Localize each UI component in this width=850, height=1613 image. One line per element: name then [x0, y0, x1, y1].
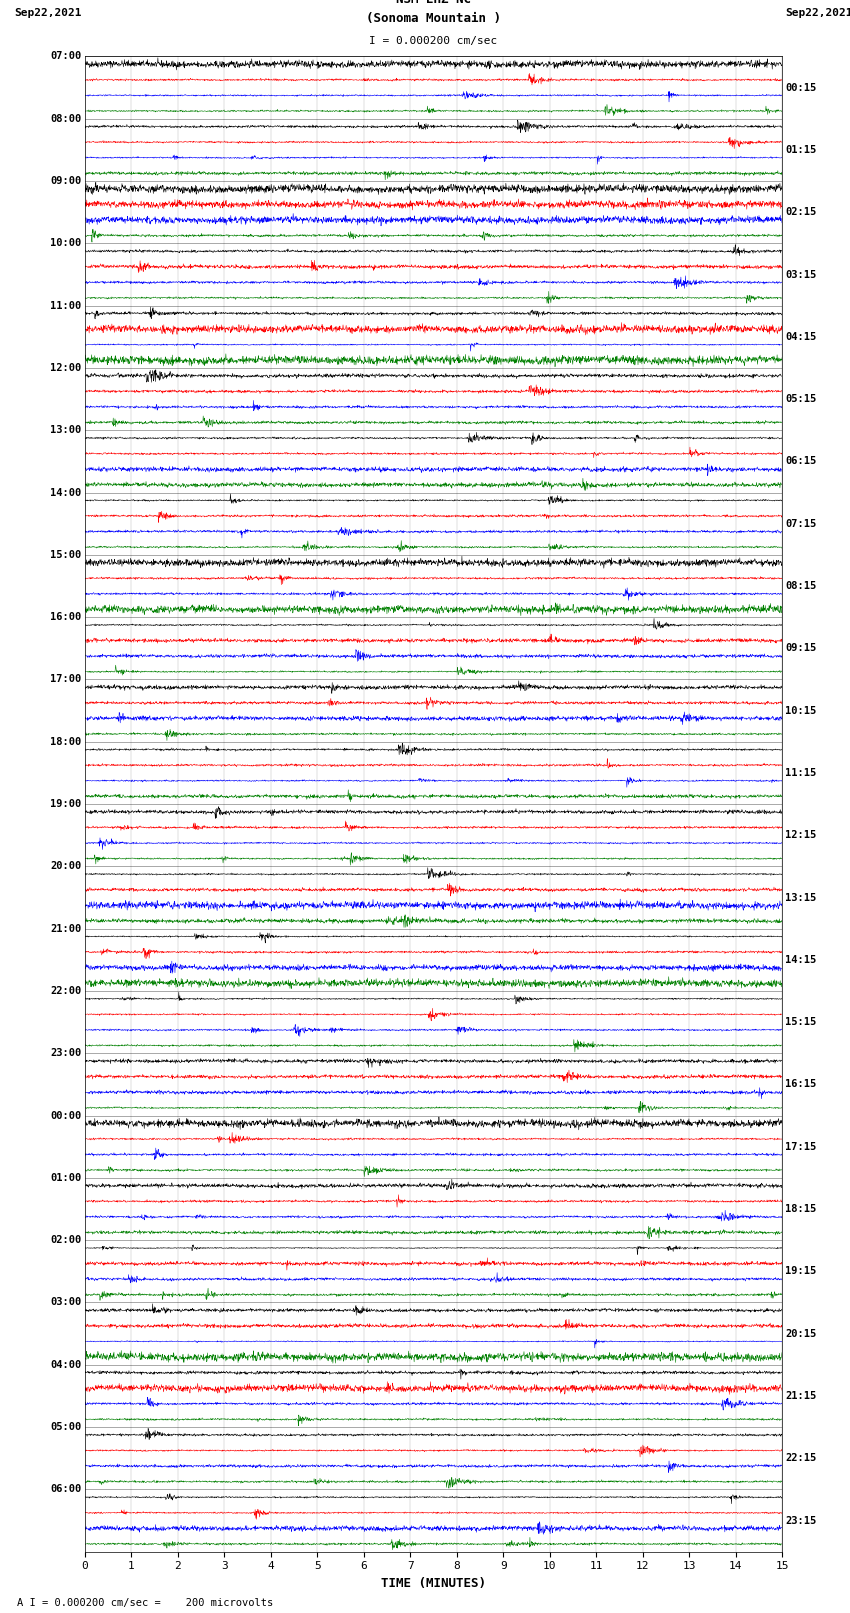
Text: 23:15: 23:15	[785, 1516, 817, 1526]
Text: 15:00: 15:00	[50, 550, 82, 560]
Text: 07:00: 07:00	[50, 52, 82, 61]
Text: 12:15: 12:15	[785, 831, 817, 840]
Text: 09:00: 09:00	[50, 176, 82, 185]
Text: 20:00: 20:00	[50, 861, 82, 871]
Text: 02:15: 02:15	[785, 206, 817, 218]
Text: 04:00: 04:00	[50, 1360, 82, 1369]
Text: 01:00: 01:00	[50, 1173, 82, 1182]
Text: 15:15: 15:15	[785, 1018, 817, 1027]
Text: I = 0.000200 cm/sec: I = 0.000200 cm/sec	[370, 35, 497, 47]
Text: 06:00: 06:00	[50, 1484, 82, 1494]
Text: 03:00: 03:00	[50, 1297, 82, 1308]
Text: 00:00: 00:00	[50, 1111, 82, 1121]
Text: 08:00: 08:00	[50, 115, 82, 124]
Text: 12:00: 12:00	[50, 363, 82, 373]
Text: 19:00: 19:00	[50, 798, 82, 810]
Text: Sep22,2021: Sep22,2021	[14, 8, 82, 18]
Text: 08:15: 08:15	[785, 581, 817, 590]
Text: 03:15: 03:15	[785, 269, 817, 279]
Text: 21:15: 21:15	[785, 1390, 817, 1402]
Text: 16:00: 16:00	[50, 613, 82, 623]
Text: 01:15: 01:15	[785, 145, 817, 155]
Text: 11:15: 11:15	[785, 768, 817, 777]
Text: 13:15: 13:15	[785, 892, 817, 903]
Text: 02:00: 02:00	[50, 1236, 82, 1245]
Text: (Sonoma Mountain ): (Sonoma Mountain )	[366, 11, 501, 26]
Text: 13:00: 13:00	[50, 426, 82, 436]
Text: 22:00: 22:00	[50, 986, 82, 995]
Text: NSM EHZ NC: NSM EHZ NC	[396, 0, 471, 5]
Text: 14:15: 14:15	[785, 955, 817, 965]
Text: 19:15: 19:15	[785, 1266, 817, 1276]
Text: 18:00: 18:00	[50, 737, 82, 747]
Text: 16:15: 16:15	[785, 1079, 817, 1089]
Text: 10:15: 10:15	[785, 705, 817, 716]
Text: 05:15: 05:15	[785, 394, 817, 405]
Text: 06:15: 06:15	[785, 456, 817, 466]
Text: 09:15: 09:15	[785, 644, 817, 653]
Text: 17:15: 17:15	[785, 1142, 817, 1152]
X-axis label: TIME (MINUTES): TIME (MINUTES)	[381, 1578, 486, 1590]
Text: 00:15: 00:15	[785, 82, 817, 92]
Text: A I = 0.000200 cm/sec =    200 microvolts: A I = 0.000200 cm/sec = 200 microvolts	[17, 1598, 273, 1608]
Text: 20:15: 20:15	[785, 1329, 817, 1339]
Text: 07:15: 07:15	[785, 519, 817, 529]
Text: 22:15: 22:15	[785, 1453, 817, 1463]
Text: 10:00: 10:00	[50, 239, 82, 248]
Text: 11:00: 11:00	[50, 300, 82, 311]
Text: 21:00: 21:00	[50, 924, 82, 934]
Text: 05:00: 05:00	[50, 1423, 82, 1432]
Text: 14:00: 14:00	[50, 487, 82, 497]
Text: 04:15: 04:15	[785, 332, 817, 342]
Text: 23:00: 23:00	[50, 1048, 82, 1058]
Text: 17:00: 17:00	[50, 674, 82, 684]
Text: Sep22,2021: Sep22,2021	[785, 8, 850, 18]
Text: 18:15: 18:15	[785, 1203, 817, 1215]
